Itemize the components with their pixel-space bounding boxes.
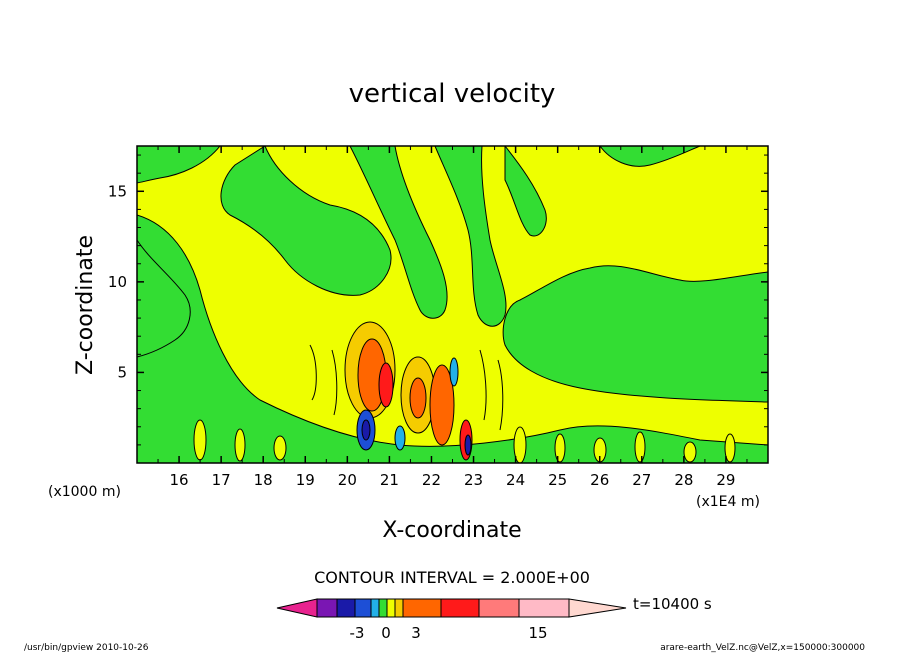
green-region — [137, 146, 221, 184]
downdraft-cell — [449, 357, 459, 387]
x-tick-label: 16 — [170, 471, 189, 489]
y-tick-label: 5 — [117, 363, 127, 381]
colorbar-swatch — [440, 598, 480, 618]
x-tick-label: 19 — [296, 471, 315, 489]
time-label: t=10400 s — [633, 595, 712, 613]
chart-title: vertical velocity — [349, 79, 556, 109]
downdraft-core — [361, 419, 371, 441]
colorbar-swatch — [354, 598, 372, 618]
y-axis: 5 10 15 — [108, 154, 768, 446]
green-region — [137, 239, 191, 358]
colorbar-swatch — [402, 598, 442, 618]
footer-right: arare-earth_VelZ.nc@VelZ,x=150000:300000 — [660, 643, 865, 653]
colorbar-end-low — [276, 598, 318, 618]
colorbar-ticks: -3 0 3 15 — [350, 624, 548, 642]
colorbar — [276, 598, 627, 618]
x-tick-label: 22 — [422, 471, 441, 489]
green-region — [349, 146, 448, 319]
downdraft-cell — [394, 425, 406, 451]
x-tick-label: 18 — [254, 471, 273, 489]
x-axis-label: X-coordinate — [382, 518, 521, 543]
x-tick-label: 17 — [212, 471, 231, 489]
x-tick-label: 20 — [338, 471, 357, 489]
colorbar-swatch — [378, 598, 388, 618]
contour-lines — [309, 344, 504, 431]
green-region — [220, 146, 392, 296]
x-tick-label: 26 — [590, 471, 609, 489]
green-region — [599, 146, 701, 167]
y-axis-label: Z-coordinate — [73, 235, 98, 375]
x-tick-label: 27 — [632, 471, 651, 489]
colorbar-tick-label: 3 — [411, 624, 421, 642]
x-tick-label: 25 — [548, 471, 567, 489]
y-tick-label: 10 — [108, 273, 127, 291]
colorbar-swatch — [394, 598, 404, 618]
updraft-cell — [429, 364, 455, 446]
green-region — [504, 146, 547, 237]
green-region — [502, 265, 768, 403]
y-axis-units: (x1000 m) — [48, 484, 121, 500]
x-tick-label: 29 — [716, 471, 735, 489]
x-tick-label: 23 — [464, 471, 483, 489]
y-tick-label: 15 — [108, 182, 127, 200]
updraft-core — [378, 362, 394, 408]
x-axis-units: (x1E4 m) — [696, 494, 760, 510]
colorbar-swatch — [336, 598, 356, 618]
x-axis: 16 17 18 19 20 21 22 23 24 25 26 27 28 29 — [157, 146, 748, 489]
colorbar-tick-label: 15 — [528, 624, 547, 642]
colorbar-swatch — [518, 598, 570, 618]
downdraft-core — [464, 434, 472, 456]
x-tick-label: 21 — [380, 471, 399, 489]
colorbar-swatch — [478, 598, 520, 618]
x-tick-label: 28 — [674, 471, 693, 489]
colorbar-swatch — [386, 598, 396, 618]
heatmap-field — [137, 146, 768, 463]
colorbar-tick-label: 0 — [381, 624, 391, 642]
colorbar-swatch — [316, 598, 338, 618]
colorbar-swatch — [370, 598, 380, 618]
contour-interval-label: CONTOUR INTERVAL = 2.000E+00 — [314, 568, 590, 587]
x-tick-label: 24 — [506, 471, 525, 489]
colorbar-end-high — [568, 598, 627, 618]
footer-left: /usr/bin/gpview 2010-10-26 — [24, 643, 149, 653]
colorbar-tick-label: -3 — [350, 624, 365, 642]
updraft-cell — [409, 377, 427, 419]
green-region — [434, 146, 507, 327]
